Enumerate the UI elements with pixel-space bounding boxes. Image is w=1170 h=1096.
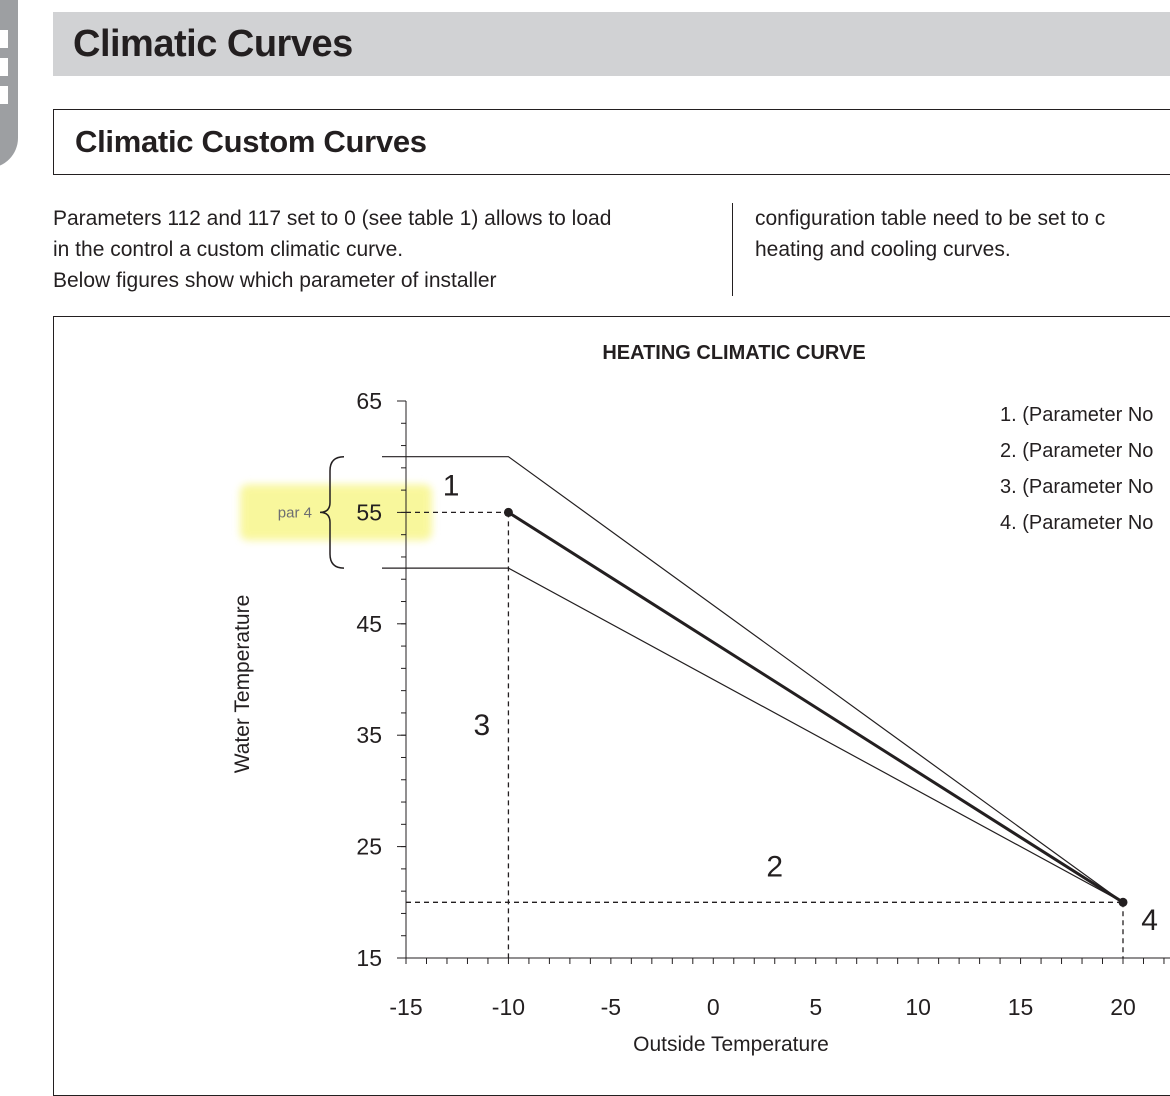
x-tick-label: 15 (1008, 994, 1034, 1020)
x-tick-label: 0 (707, 994, 720, 1020)
section-title-box: Climatic Custom Curves (53, 109, 1170, 175)
x-tick-label: 20 (1110, 994, 1136, 1020)
body-line: heating and cooling curves. (755, 238, 1011, 261)
x-tick-label: -5 (601, 994, 621, 1020)
y-tick-label: 55 (356, 499, 382, 525)
marker-number: 2 (766, 851, 783, 884)
x-tick-label: -10 (492, 994, 525, 1020)
y-tick-label: 35 (356, 722, 382, 748)
x-tick-label: 5 (809, 994, 822, 1020)
page-title: Climatic Curves (73, 22, 353, 65)
curve-line (382, 456, 1124, 903)
marker-number: 3 (473, 709, 490, 742)
body-line: configuration table need to be set to c (755, 207, 1106, 230)
y-tick-label: 65 (356, 388, 382, 414)
y-tick-label: 15 (356, 945, 382, 971)
chart-title: HEATING CLIMATIC CURVE (602, 342, 865, 364)
curve-point (503, 507, 513, 517)
marker-number: 4 (1141, 904, 1158, 937)
legend-item: 4. (Parameter No (1000, 512, 1153, 534)
x-axis-label: Outside Temperature (633, 1033, 829, 1056)
body-text-right: configuration table need to be set to c … (755, 203, 1170, 265)
body-line: Parameters 112 and 117 set to 0 (see tab… (53, 207, 612, 230)
chapter-side-tab (0, 0, 18, 168)
body-line: in the control a custom climatic curve. (53, 238, 404, 261)
legend-item: 1. (Parameter No (1000, 404, 1153, 426)
marker-number: 1 (443, 470, 460, 503)
body-text-left: Parameters 112 and 117 set to 0 (see tab… (53, 203, 733, 296)
par-brace (319, 455, 345, 569)
y-tick-label: 45 (356, 611, 382, 637)
column-divider (732, 203, 733, 296)
par-highlight (240, 484, 432, 541)
side-tab-mark (0, 30, 8, 120)
curve-line (382, 567, 1124, 903)
curve-line (507, 511, 1124, 904)
legend-item: 2. (Parameter No (1000, 440, 1153, 462)
y-tick-label: 25 (356, 834, 382, 860)
curve-point (1118, 897, 1128, 907)
page-title-bar: Climatic Curves (53, 12, 1170, 76)
body-line: Below figures show which parameter of in… (53, 269, 497, 292)
x-tick-label: 10 (905, 994, 931, 1020)
par-label: par 4 (278, 504, 312, 521)
x-tick-label: -15 (389, 994, 422, 1020)
y-axis-label: Water Temperature (231, 595, 254, 774)
legend-item: 3. (Parameter No (1000, 476, 1153, 498)
section-title: Climatic Custom Curves (75, 124, 427, 159)
